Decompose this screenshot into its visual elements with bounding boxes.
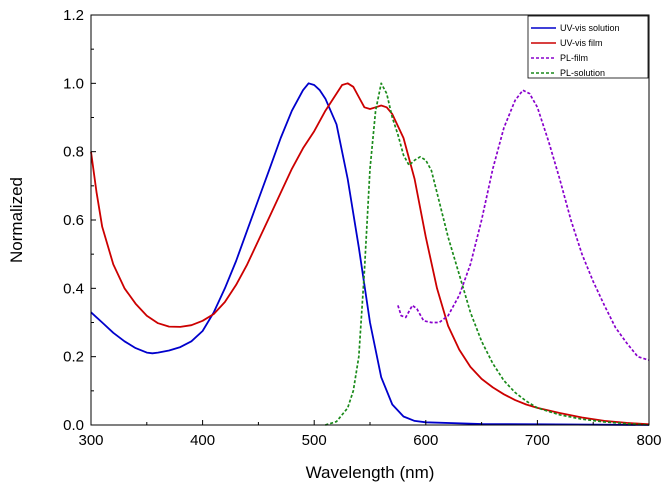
y-tick-label: 1.0 <box>63 75 84 92</box>
legend-label: PL-solution <box>560 68 605 78</box>
legend-label: UV-vis solution <box>560 23 620 33</box>
y-tick-label: 1.2 <box>63 7 84 24</box>
y-tick-label: 0.4 <box>63 280 84 297</box>
x-tick-label: 700 <box>525 432 550 449</box>
y-tick-label: 0.0 <box>63 417 84 434</box>
x-axis-title: Wavelength (nm) <box>306 463 435 482</box>
series-line-uv-vis-film <box>90 82 650 426</box>
legend: UV-vis solution UV-vis film PL-film PL-solu… <box>527 15 649 79</box>
legend-label: UV-vis film <box>560 38 603 48</box>
tick-layer: 300 400 500 600 700 800 0.0 0.2 0.4 0.6 0.8 1.0 1.2 <box>63 7 661 449</box>
legend-label: PL-film <box>560 53 588 63</box>
series-line-uv-vis-solution <box>90 82 650 426</box>
x-tick-label: 800 <box>636 432 661 449</box>
legend-box <box>527 15 649 79</box>
y-tick-label: 0.2 <box>63 349 84 366</box>
y-tick-label: 0.6 <box>63 212 84 229</box>
x-tick-label: 500 <box>302 432 327 449</box>
x-tick-label: 300 <box>78 432 103 449</box>
series-line-pl-solution <box>325 82 650 426</box>
y-tick-label: 0.8 <box>63 144 84 161</box>
y-axis-title: Normalized <box>7 177 26 263</box>
series-line-pl-film <box>397 89 650 361</box>
x-tick-label: 600 <box>413 432 438 449</box>
x-tick-label: 400 <box>190 432 215 449</box>
series-layer <box>90 82 650 426</box>
